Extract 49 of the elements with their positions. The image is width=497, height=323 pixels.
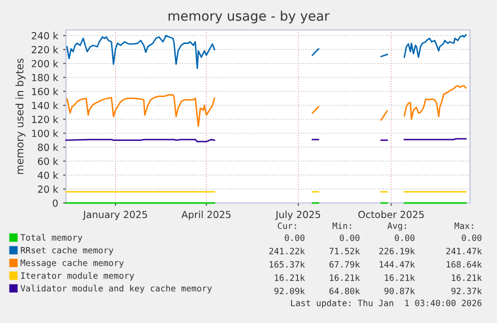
- text: 16.21k: [330, 274, 360, 281]
- y-tick-label: 240 k: [32, 32, 58, 40]
- y-tick-label: 180 k: [32, 74, 58, 82]
- legend-label: Total memory: [20, 234, 82, 242]
- text: 16.21k: [384, 274, 415, 281]
- y-tick-label: 140 k: [32, 102, 58, 110]
- y-tick-label: 160 k: [32, 88, 58, 96]
- text: 0.00: [394, 234, 414, 242]
- legend-label: Message cache memory: [20, 259, 124, 268]
- y-tick-label: 20 k: [38, 185, 58, 193]
- text: 168.64k: [446, 260, 482, 268]
- y-tick-label: 80 k: [38, 144, 58, 152]
- y-tick-label: 60 k: [38, 157, 58, 165]
- legend-label: RRset cache memory: [20, 246, 114, 256]
- text: 0.00: [462, 234, 482, 242]
- text: 165.37k: [270, 260, 305, 268]
- text: 92.37k: [451, 288, 482, 294]
- y-axis-title: memory used in bytes: [15, 58, 26, 174]
- text: Cur:: [278, 222, 296, 230]
- y-tick-label: 200 k: [32, 60, 58, 68]
- text: 226.19k: [379, 248, 415, 254]
- x-tick-label: October 2025: [358, 210, 424, 218]
- text: 0.00: [340, 234, 360, 242]
- y-tick-label: 40 k: [38, 171, 58, 179]
- text: Max:: [454, 222, 473, 230]
- text: 16.21k: [452, 274, 482, 281]
- text: 241.22k: [269, 248, 305, 254]
- text: 64.80k: [329, 288, 360, 294]
- chart-title: memory usage - by year: [168, 10, 330, 24]
- y-tick-label: 0: [52, 199, 58, 207]
- x-tick-label: July 2025: [275, 210, 320, 220]
- text: 92.09k: [274, 288, 305, 294]
- legend-label: Iterator module memory: [21, 272, 134, 280]
- text: 241.47k: [446, 248, 482, 254]
- x-tick-label: April 2025: [181, 210, 231, 220]
- x-tick-label: January 2025: [82, 210, 147, 220]
- text: Min:: [332, 222, 351, 229]
- text: Avg:: [387, 222, 406, 231]
- text: Last update: Thu Jan 1 03:40:00 2026: [291, 300, 482, 308]
- y-tick-label: 120 k: [32, 116, 58, 124]
- legend-label: Validator module and key cache memory: [20, 284, 212, 294]
- text: 67.79k: [329, 260, 360, 268]
- text: 90.87k: [384, 288, 415, 294]
- text: 71.52k: [329, 248, 360, 254]
- text: 16.21k: [274, 274, 305, 281]
- y-tick-label: 220 k: [32, 46, 58, 54]
- text: 144.47k: [380, 260, 415, 268]
- text: 0.00: [284, 234, 304, 242]
- y-tick-label: 100 k: [32, 130, 58, 138]
